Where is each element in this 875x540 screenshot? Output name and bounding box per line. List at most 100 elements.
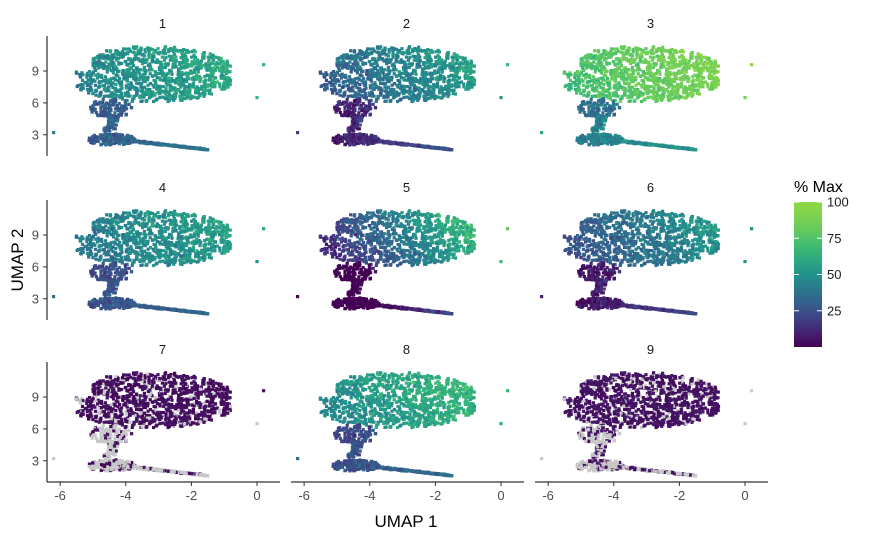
data-point <box>468 71 472 75</box>
data-point <box>340 135 344 140</box>
data-point <box>184 78 188 82</box>
data-point <box>411 54 415 58</box>
data-point <box>584 85 589 89</box>
data-point <box>472 64 476 68</box>
data-point <box>392 82 396 86</box>
data-point <box>383 46 387 50</box>
data-point <box>669 79 673 83</box>
data-point <box>106 55 110 59</box>
data-point <box>177 77 181 81</box>
data-point <box>442 61 446 65</box>
data-point <box>444 64 448 68</box>
data-point <box>218 69 222 73</box>
data-point <box>454 67 458 71</box>
data-point <box>388 88 392 92</box>
data-point <box>358 73 362 77</box>
data-point <box>142 85 147 89</box>
data-point <box>192 70 196 75</box>
data-point <box>654 50 659 54</box>
data-point <box>148 62 152 66</box>
data-point <box>176 71 180 75</box>
data-point <box>122 138 126 142</box>
data-point <box>445 52 449 57</box>
data-point <box>364 133 368 137</box>
data-point <box>418 55 422 59</box>
data-point <box>614 63 618 67</box>
data-point <box>357 127 361 131</box>
data-point <box>334 140 338 144</box>
data-point <box>368 84 372 88</box>
data-point <box>628 99 632 103</box>
data-point <box>207 65 211 69</box>
data-point <box>338 56 342 60</box>
data-point <box>624 57 628 61</box>
data-point <box>105 132 109 136</box>
data-point <box>343 105 347 109</box>
data-point <box>93 83 98 87</box>
data-point <box>329 71 334 75</box>
data-point <box>368 60 372 64</box>
data-point <box>603 58 607 62</box>
data-point <box>90 72 94 76</box>
data-point <box>377 86 381 90</box>
data-point <box>207 77 211 81</box>
data-point <box>80 78 85 82</box>
data-point <box>428 56 432 60</box>
data-point <box>440 89 444 93</box>
data-point <box>190 60 194 64</box>
data-point <box>116 69 120 73</box>
data-point <box>589 97 593 101</box>
data-point <box>426 96 431 100</box>
data-point <box>175 77 179 81</box>
data-point <box>443 59 447 63</box>
data-point <box>104 60 108 64</box>
data-point <box>704 61 708 66</box>
data-point <box>158 78 162 82</box>
data-point <box>413 87 417 91</box>
data-point <box>434 50 438 54</box>
data-point <box>94 135 98 139</box>
data-point <box>597 125 601 129</box>
data-point <box>611 75 615 80</box>
data-point <box>342 53 346 57</box>
data-point <box>134 93 139 97</box>
data-point <box>411 81 415 85</box>
data-point <box>158 96 162 100</box>
data-point <box>390 75 394 79</box>
data-point <box>85 87 90 92</box>
data-point <box>381 82 385 86</box>
data-point <box>470 70 474 74</box>
data-point <box>349 139 353 143</box>
data-point <box>361 61 365 65</box>
data-point <box>118 135 122 139</box>
data-point <box>619 50 623 54</box>
data-point <box>701 84 705 88</box>
data-point <box>644 86 648 90</box>
data-point <box>118 82 122 86</box>
data-point <box>609 69 613 73</box>
data-point <box>702 55 706 59</box>
data-point <box>450 84 454 88</box>
data-point <box>111 71 116 75</box>
data-point <box>388 69 392 73</box>
data-point <box>463 76 467 80</box>
data-point <box>368 103 372 107</box>
data-point <box>392 47 396 51</box>
data-point <box>114 82 118 87</box>
data-point <box>714 85 718 89</box>
data-point <box>652 91 656 95</box>
data-point <box>114 123 118 127</box>
data-point <box>101 84 105 88</box>
data-point <box>163 77 167 81</box>
data-point <box>190 64 194 68</box>
data-point <box>130 134 134 139</box>
data-point <box>161 95 165 99</box>
data-point <box>99 142 103 146</box>
data-point <box>673 62 677 66</box>
data-point <box>597 77 601 81</box>
data-point <box>351 62 355 66</box>
data-point <box>99 111 103 115</box>
data-point <box>107 62 111 66</box>
data-point <box>340 60 344 64</box>
